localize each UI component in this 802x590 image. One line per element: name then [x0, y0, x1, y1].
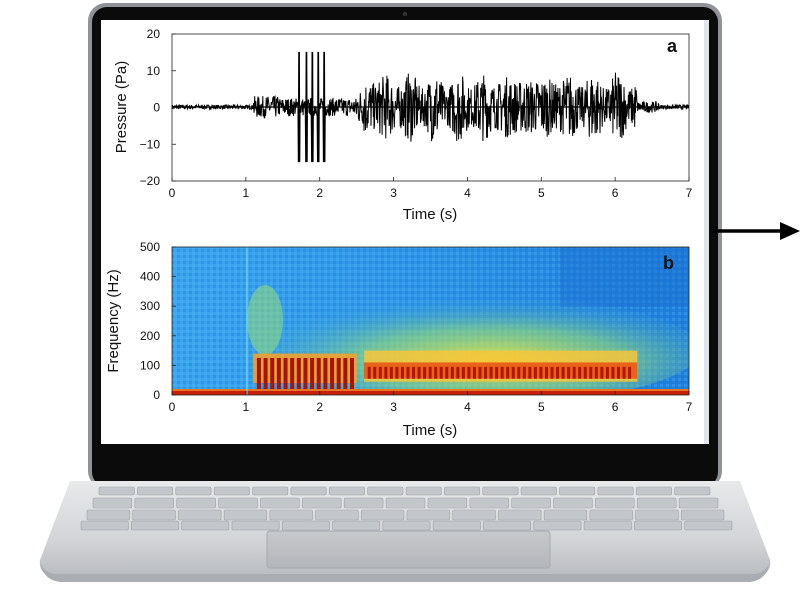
y-tick-label: 300	[140, 299, 160, 313]
panel-b-x-ticks: 0 1 2 3 4 5 6 7	[169, 391, 693, 414]
x-tick-label: 2	[316, 186, 323, 200]
webcam	[402, 11, 408, 17]
x-tick-label: 5	[538, 400, 545, 414]
arrow-right-icon	[712, 222, 800, 240]
x-tick-label: 5	[538, 186, 545, 200]
keyboard	[80, 486, 733, 531]
x-tick-label: 2	[316, 400, 323, 414]
panel-b-axes	[171, 246, 690, 396]
panel-a-x-axis-label: Time (s)	[403, 206, 457, 223]
x-tick-label: 6	[612, 400, 619, 414]
y-tick-label: 500	[140, 240, 160, 254]
y-tick-label: −20	[140, 174, 161, 188]
y-tick-label: 200	[140, 329, 160, 343]
y-tick-label: 0	[153, 388, 160, 402]
panel-b-letter: b	[663, 253, 674, 273]
screen-edge	[704, 20, 709, 444]
panel-a-y-axis-label: Pressure (Pa)	[113, 61, 130, 154]
y-tick-label: 100	[140, 358, 160, 372]
panel-b-y-axis-label: Frequency (Hz)	[105, 269, 122, 372]
x-tick-label: 0	[169, 400, 176, 414]
panel-b-y-ticks: 500 400 300 200 100 0	[140, 240, 176, 402]
trackpad[interactable]	[266, 530, 551, 569]
x-tick-label: 1	[243, 400, 250, 414]
panel-a-y-ticks: 20 10 0 −10 −20	[140, 27, 176, 188]
x-tick-label: 3	[390, 400, 397, 414]
x-tick-label: 4	[464, 400, 471, 414]
spectrogram-image	[172, 247, 689, 395]
panel-a: 0 1 2 3 4 5 6 7 20 10 0 −10 −20 a Time (s) Pressure…	[113, 27, 693, 223]
panel-b-x-axis-label: Time (s)	[403, 422, 457, 439]
y-tick-label: 20	[147, 27, 161, 41]
laptop-front-edge	[40, 560, 770, 582]
y-tick-label: −10	[140, 137, 161, 151]
x-tick-label: 0	[169, 186, 176, 200]
panel-a-letter: a	[667, 36, 678, 56]
y-tick-label: 0	[153, 101, 160, 115]
panel-a-x-ticks: 0 1 2 3 4 5 6 7	[169, 177, 693, 200]
x-tick-label: 3	[390, 186, 397, 200]
x-tick-label: 1	[243, 186, 250, 200]
y-tick-label: 400	[140, 270, 160, 284]
x-tick-label: 7	[686, 400, 693, 414]
panel-b: 0 1 2 3 4 5 6 7 500 400 300 200 100 0 b Time (s) Fre…	[105, 240, 693, 439]
x-tick-label: 7	[686, 186, 693, 200]
x-tick-label: 4	[464, 186, 471, 200]
x-tick-label: 6	[612, 186, 619, 200]
y-tick-label: 10	[147, 64, 161, 78]
waveform-trace	[171, 51, 690, 163]
